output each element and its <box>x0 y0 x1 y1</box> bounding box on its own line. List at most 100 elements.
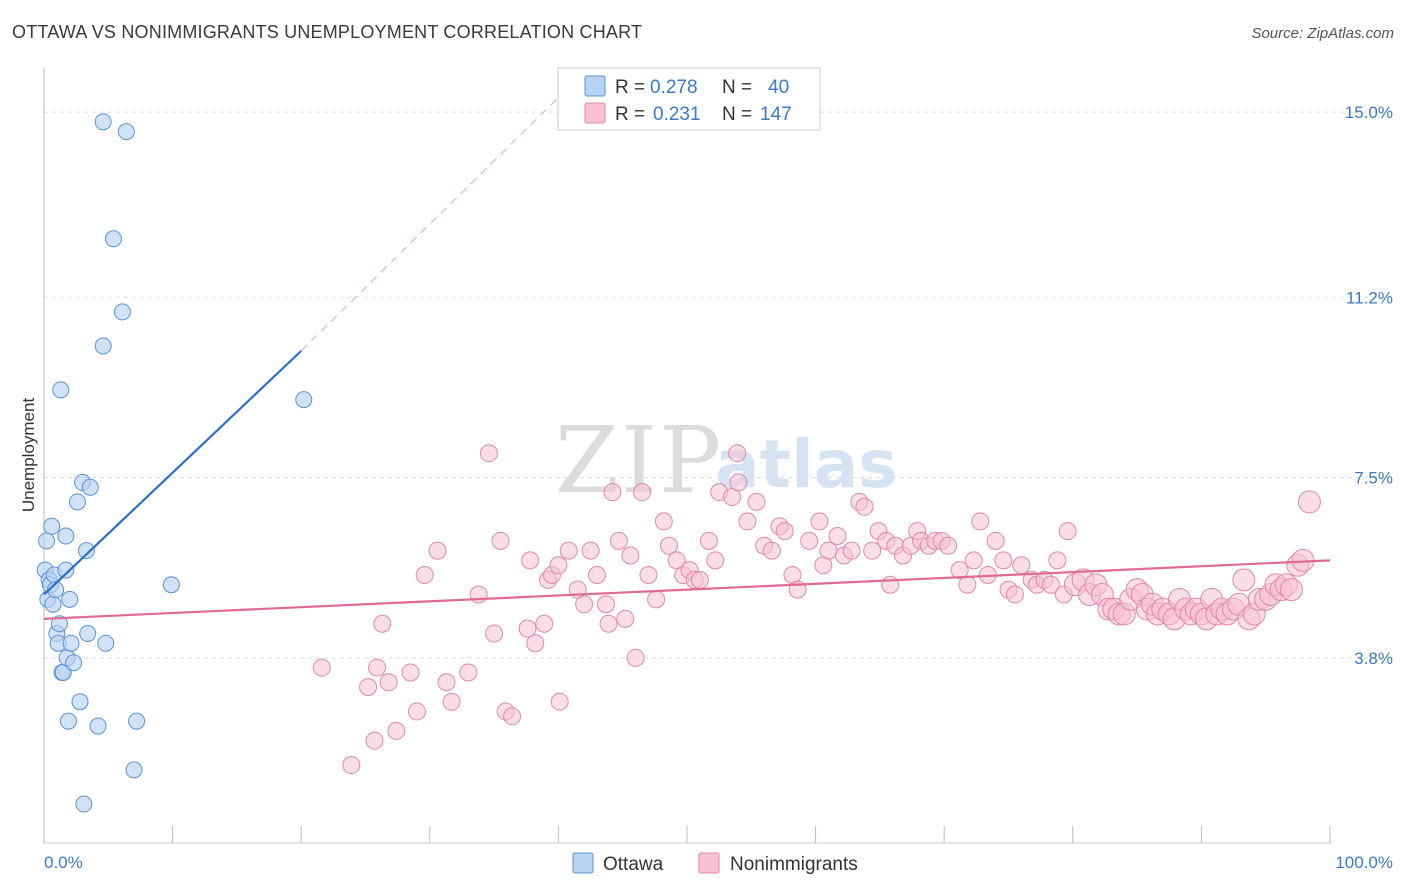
ottawa-n-value: 40 <box>768 77 789 98</box>
nonimmigrants-point <box>401 663 420 682</box>
ottawa-point <box>44 595 62 613</box>
ottawa-point <box>79 624 97 642</box>
ottawa-point <box>113 303 131 321</box>
ottawa-point <box>94 113 112 131</box>
nonimmigrants-point <box>1005 585 1024 604</box>
y-tick-label: 7.5% <box>1354 469 1393 488</box>
ottawa-point <box>59 712 77 730</box>
ottawa-point <box>57 527 75 545</box>
nonimmigrants-point <box>1041 575 1060 594</box>
nonimmigrants-point <box>365 731 384 750</box>
nonimmigrants-point <box>415 566 434 585</box>
ottawa-point <box>71 693 89 711</box>
ottawa-swatch <box>584 75 606 97</box>
nonimmigrants-point <box>881 575 900 594</box>
nonimmigrants-point <box>616 609 635 628</box>
legend-ottawa-label: Ottawa <box>603 854 664 875</box>
nonimmigrants-point <box>855 497 874 516</box>
legend-ottawa-swatch <box>572 852 594 874</box>
nonimmigrants-point <box>958 575 977 594</box>
nonimmigrants-trend-line <box>43 559 1331 620</box>
ottawa-point <box>38 532 56 550</box>
nonimmigrants-point <box>1058 522 1077 541</box>
nonimmigrants-r-value: 0.231 <box>653 104 701 125</box>
ottawa-point <box>65 654 83 672</box>
nonimmigrants-point <box>587 566 606 585</box>
nonimmigrants-point <box>699 531 718 550</box>
ottawa-point <box>81 478 99 496</box>
ottawa-point <box>162 576 180 594</box>
ottawa-point <box>52 381 70 399</box>
nonimmigrants-point <box>647 590 666 609</box>
ottawa-trend-extension <box>300 97 559 352</box>
nonimmigrants-point <box>609 531 628 550</box>
nonimmigrants-point <box>729 473 748 492</box>
ottawa-n-label: N = <box>722 77 752 98</box>
ottawa-point <box>57 561 75 579</box>
nonimmigrants-point <box>762 541 781 560</box>
nonimmigrants-point <box>819 541 838 560</box>
nonimmigrants-point <box>828 527 847 546</box>
nonimmigrants-point <box>639 566 658 585</box>
nonimmigrants-point <box>964 551 983 570</box>
nonimmigrants-n-label: N = <box>722 104 752 125</box>
ottawa-point <box>50 615 68 633</box>
ottawa-point <box>125 761 143 779</box>
ottawa-point <box>62 634 80 652</box>
nonimmigrants-points <box>312 444 1321 775</box>
watermark-atlas: atlas <box>715 426 898 503</box>
nonimmigrants-point <box>994 551 1013 570</box>
nonimmigrants-n-value: 147 <box>760 104 792 125</box>
nonimmigrants-point <box>521 551 540 570</box>
source-label: Source: ZipAtlas.com <box>1251 25 1394 42</box>
nonimmigrants-point <box>1048 551 1067 570</box>
nonimmigrants-point <box>518 619 537 638</box>
nonimmigrants-point <box>775 522 794 541</box>
y-tick-label: 15.0% <box>1345 103 1393 122</box>
nonimmigrants-point <box>596 595 615 614</box>
trend-lines <box>43 97 1331 620</box>
nonimmigrants-point <box>950 561 969 580</box>
ottawa-point <box>61 590 79 608</box>
ottawa-point <box>89 717 107 735</box>
series-legend: Ottawa Nonimmigrants <box>572 852 858 875</box>
nonimmigrants-point <box>559 541 578 560</box>
nonimmigrants-point <box>359 678 378 697</box>
nonimmigrants-point <box>603 483 622 502</box>
nonimmigrants-point <box>800 531 819 550</box>
watermark: ZIP atlas <box>555 407 898 514</box>
axes <box>43 68 1332 844</box>
nonimmigrants-point <box>379 673 398 692</box>
chart-title: OTTAWA VS NONIMMIGRANTS UNEMPLOYMENT COR… <box>12 22 643 42</box>
nonimmigrants-point <box>535 614 554 633</box>
nonimmigrants-point <box>659 536 678 555</box>
nonimmigrants-point <box>706 551 725 570</box>
nonimmigrants-point <box>312 658 331 677</box>
ottawa-point <box>97 634 115 652</box>
nonimmigrants-point <box>939 536 958 555</box>
nonimmigrants-point <box>479 444 498 463</box>
ottawa-point <box>68 493 86 511</box>
nonimmigrants-point <box>485 624 504 643</box>
nonimmigrants-point <box>747 492 766 511</box>
nonimmigrants-point <box>654 512 673 531</box>
nonimmigrants-point <box>728 444 747 463</box>
ottawa-point <box>295 391 313 409</box>
nonimmigrants-point <box>1279 578 1303 602</box>
legend-nonimmigrants-label: Nonimmigrants <box>730 854 858 875</box>
y-axis-title: Unemployment <box>19 398 38 513</box>
nonimmigrants-point <box>863 541 882 560</box>
ottawa-r-label: R = <box>615 77 645 98</box>
nonimmigrants-point <box>550 692 569 711</box>
nonimmigrants-point <box>626 648 645 667</box>
nonimmigrants-point <box>581 541 600 560</box>
grid-lines <box>44 111 1390 659</box>
nonimmigrants-point <box>1012 556 1031 575</box>
nonimmigrants-point <box>373 614 392 633</box>
nonimmigrants-point <box>1297 490 1321 514</box>
nonimmigrants-r-label: R = <box>615 104 645 125</box>
nonimmigrants-point <box>986 531 1005 550</box>
nonimmigrants-point <box>738 512 757 531</box>
nonimmigrants-point <box>387 721 406 740</box>
